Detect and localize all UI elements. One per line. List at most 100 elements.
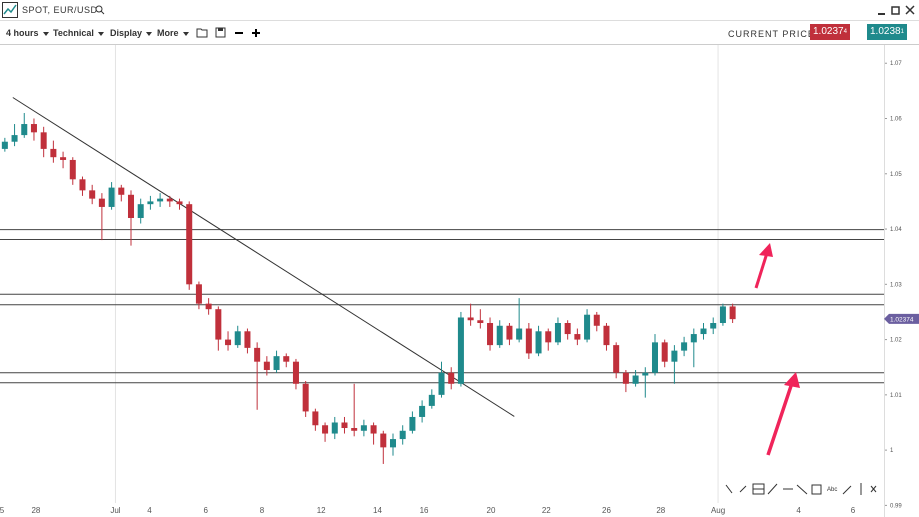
bid-main: 1.0237 <box>813 26 844 37</box>
candle-body <box>341 422 348 429</box>
x-tick-label: Jul <box>110 506 120 515</box>
candle-body <box>302 383 309 412</box>
candle-body <box>108 187 115 207</box>
app-icon <box>2 2 18 18</box>
candle-body <box>584 314 591 340</box>
current-price-value: 1.02374 <box>890 316 914 323</box>
y-tick-label: 1.04 <box>890 227 902 233</box>
y-tick-label: 1.01 <box>890 393 902 399</box>
menu-label: Technical <box>53 28 94 38</box>
candle-body <box>118 187 125 195</box>
x-tick-label: 20 <box>487 506 496 515</box>
x-tick-label: 14 <box>373 506 382 515</box>
candle-body <box>254 347 261 362</box>
candle-body <box>467 317 474 321</box>
candle-body <box>234 331 241 346</box>
candle-body <box>448 372 455 384</box>
candle-body <box>564 323 571 335</box>
candle-body <box>263 361 270 370</box>
candle-body <box>642 372 649 376</box>
candle-body <box>147 201 154 205</box>
candle-body <box>603 325 610 346</box>
candle-body <box>127 194 135 218</box>
current-price-label: CURRENT PRICE: <box>728 29 819 39</box>
candle-body <box>671 350 678 362</box>
toolbar: 4 hours Technical Display More CURRENT P… <box>0 21 919 45</box>
candle-body <box>535 331 542 354</box>
x-tick-label: 26 <box>602 506 611 515</box>
candle-body <box>496 325 503 346</box>
x-tick-label: 4 <box>796 506 801 515</box>
x-tick-label: 6 <box>851 506 856 515</box>
candle-body <box>166 198 173 202</box>
menu[interactable]: More <box>157 28 189 38</box>
candle-body <box>428 394 435 406</box>
menu[interactable]: Technical <box>53 28 104 38</box>
candle-body <box>729 306 736 320</box>
candle-body <box>225 339 232 346</box>
candle-body <box>399 430 406 440</box>
candle-body <box>477 320 484 324</box>
candle-body <box>137 204 144 218</box>
candle-body <box>30 124 37 133</box>
x-tick-label: 8 <box>260 506 265 515</box>
candle-body <box>622 372 629 384</box>
candle-body <box>719 306 726 324</box>
text-tool[interactable]: Abc <box>827 487 837 493</box>
plot-layer: 1.07 1.06 1.05 1.04 1.03 1.02 1.01 1 0.99 5 28 Jul 4… <box>0 45 902 515</box>
y-tick-label: 1.07 <box>890 61 902 67</box>
current-price-tag <box>884 313 919 324</box>
x-tick-label: 16 <box>420 506 429 515</box>
candle-body <box>292 361 299 384</box>
candle-body <box>360 425 367 431</box>
chart: 1.07 1.06 1.05 1.04 1.03 1.02 1.01 1 0.99 5 28 Jul 4… <box>0 45 919 517</box>
ask-price[interactable]: 1.02381 <box>867 24 907 40</box>
candle-body <box>457 317 464 384</box>
trendline <box>12 97 515 417</box>
menu[interactable]: Display <box>110 28 153 38</box>
candle-body <box>690 334 697 343</box>
interval-label: 4 hours <box>6 28 39 38</box>
x-tick-label: 5 <box>0 506 5 515</box>
candle-body <box>574 334 581 340</box>
drawing-toolbar[interactable] <box>725 483 877 495</box>
title-bar: SPOT, EUR/USD <box>0 0 919 21</box>
bid-price[interactable]: 1.02374 <box>810 24 850 40</box>
candle-body <box>1 141 8 149</box>
candle-body <box>60 157 67 160</box>
candle-body <box>370 425 377 434</box>
candle-body <box>700 328 707 335</box>
y-tick-label: 1.05 <box>890 172 902 178</box>
y-tick-label: 0.99 <box>890 503 902 509</box>
menu-label: Display <box>110 28 143 38</box>
candle-body <box>651 342 659 373</box>
candle-body <box>506 325 513 340</box>
search-icon[interactable] <box>95 5 105 15</box>
candle-body <box>215 309 222 340</box>
candle-body <box>554 323 561 343</box>
candle-body <box>545 331 552 343</box>
toolbar-icons[interactable] <box>196 26 266 40</box>
candle-body <box>283 356 290 362</box>
y-tick-label: 1 <box>890 448 894 454</box>
candle-body <box>157 198 164 202</box>
window-title: SPOT, EUR/USD <box>22 5 98 15</box>
interval-menu[interactable]: 4 hours <box>6 28 49 38</box>
candle-body <box>593 314 600 326</box>
window-controls[interactable] <box>876 3 916 17</box>
candle-body <box>69 159 76 180</box>
candle-body <box>438 372 445 395</box>
candle-body <box>380 433 387 448</box>
ask-pip: 1 <box>900 29 904 35</box>
candle-body <box>516 328 523 340</box>
candle-body <box>79 179 86 191</box>
candle-body <box>186 204 193 285</box>
candle-body <box>389 439 397 448</box>
candle-body <box>351 428 358 431</box>
ask-main: 1.0238 <box>870 26 901 37</box>
candle-body <box>322 425 329 434</box>
candle-body <box>195 284 202 304</box>
candle-body <box>50 148 57 158</box>
